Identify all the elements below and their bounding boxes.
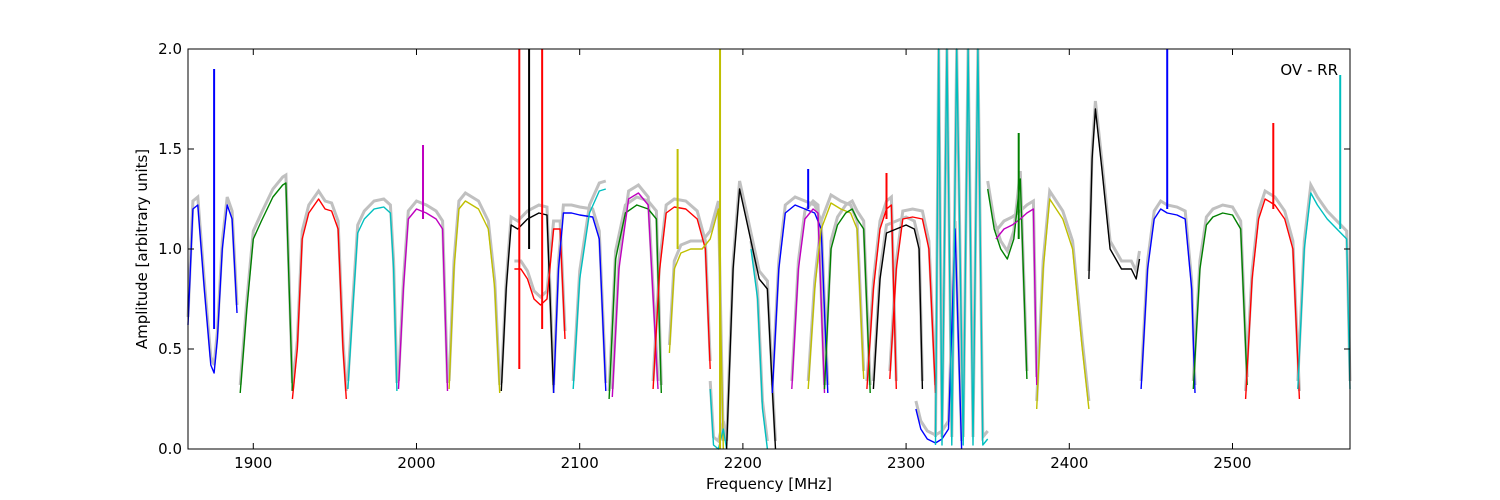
background-trace-33 [1296, 180, 1352, 382]
subband-line-16 [750, 248, 769, 450]
subband-line-9 [572, 188, 607, 390]
plot-annotation: OV - RR [1280, 61, 1338, 79]
subband-line-10 [608, 204, 662, 400]
x-tick-label-1: 2000 [397, 454, 435, 472]
background-trace-20 [823, 198, 872, 386]
subband-line-27 [995, 208, 1038, 386]
subband-line-31 [1192, 212, 1248, 390]
subband-line-11 [611, 192, 659, 398]
spike-traces [213, 49, 1342, 449]
background-trace-32 [1244, 188, 1301, 392]
subband-line-32 [1244, 198, 1301, 400]
subband-line-33 [1297, 192, 1351, 390]
subband-line-29 [1088, 108, 1141, 280]
subband-line-12 [652, 206, 711, 390]
x-tick-label-2: 2100 [561, 454, 599, 472]
subband-line-23 [889, 216, 937, 394]
y-axis-ticks: 0.0 0.5 1.0 1.5 2.0 [158, 40, 1350, 458]
y-tick-label-4: 2.0 [158, 40, 182, 58]
background-trace-31 [1191, 203, 1249, 382]
subband-series [187, 48, 1351, 450]
background-trace-28 [1035, 186, 1091, 402]
background-trace-7 [514, 219, 567, 332]
x-axis-ticks: 1900 2000 2100 2200 2300 2400 2500 [234, 49, 1252, 472]
subband-line-17 [771, 204, 829, 394]
x-tick-label-5: 2400 [1050, 454, 1088, 472]
subband-line-8 [552, 212, 607, 394]
x-tick-label-3: 2200 [724, 454, 762, 472]
subband-line-2 [291, 198, 347, 400]
background-trace-27 [994, 198, 1039, 378]
subband-line-6 [500, 212, 555, 394]
subband-line-30 [1140, 208, 1196, 394]
y-tick-label-1: 0.5 [158, 340, 182, 358]
background-trace-10 [607, 195, 663, 392]
background-trace-23 [888, 207, 937, 386]
background-trace-12 [651, 197, 712, 382]
y-tick-label-2: 1.0 [158, 240, 182, 258]
subband-line-5 [448, 200, 501, 394]
y-tick-label-3: 1.5 [158, 140, 182, 158]
subband-line-15 [725, 188, 777, 450]
y-tick-label-0: 0.0 [158, 440, 182, 458]
x-tick-label-6: 2500 [1213, 454, 1251, 472]
subband-line-1 [239, 182, 294, 394]
background-trace-0 [186, 194, 239, 366]
subband-line-19 [807, 202, 865, 390]
subband-line-4 [397, 208, 449, 392]
subband-line-26 [987, 178, 1028, 380]
subband-line-20 [823, 208, 871, 394]
x-tick-label-0: 1900 [234, 454, 272, 472]
subband-line-0 [187, 204, 238, 374]
subband-line-25 [934, 48, 989, 446]
subband-line-21 [866, 204, 897, 390]
subband-line-3 [347, 206, 398, 392]
x-axis-label: Frequency [MHz] [706, 475, 832, 493]
subband-line-7 [514, 228, 566, 340]
y-axis-label: Amplitude [arbitrary units] [133, 149, 151, 349]
x-tick-label-4: 2300 [887, 454, 925, 472]
subband-line-13 [668, 208, 724, 450]
subband-line-28 [1036, 198, 1090, 410]
background-trace-17 [770, 195, 830, 386]
background-trace-26 [986, 170, 1029, 372]
background-trace-13 [667, 200, 725, 442]
